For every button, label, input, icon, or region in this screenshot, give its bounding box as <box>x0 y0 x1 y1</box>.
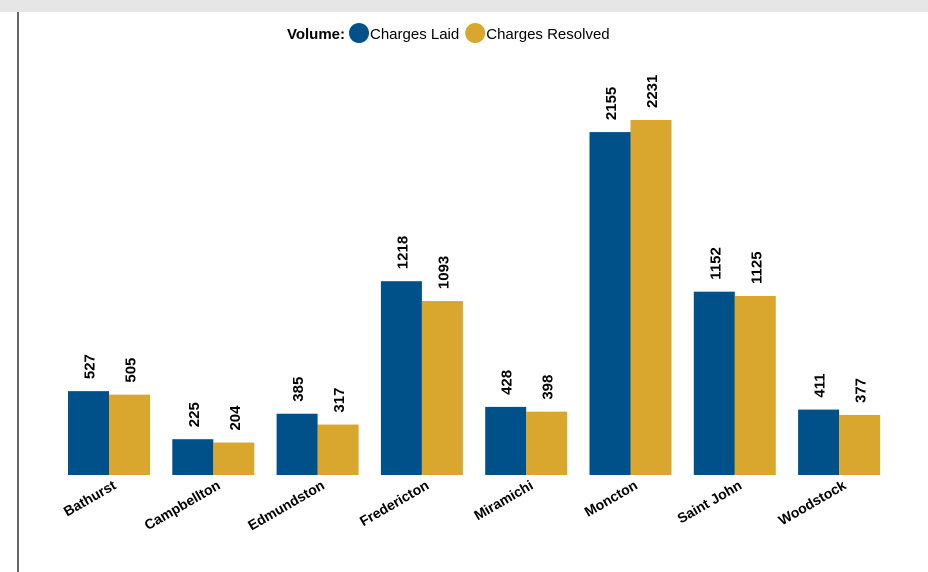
data-label: 398 <box>540 375 557 400</box>
x-tick-label: Miramichi <box>471 477 536 524</box>
legend: Charges Laid Charges Resolved <box>349 23 610 43</box>
bar <box>693 291 735 475</box>
legend-label: Charges Laid <box>370 26 459 43</box>
legend-swatch <box>349 23 369 43</box>
data-label: 2155 <box>603 87 620 120</box>
data-label: 505 <box>123 358 140 383</box>
bar <box>172 439 214 475</box>
legend-title: Volume: <box>287 26 345 43</box>
x-tick-label: Saint John <box>674 477 744 527</box>
data-label: 377 <box>853 378 870 403</box>
bar <box>798 409 840 475</box>
data-label: 2231 <box>644 75 661 108</box>
bar <box>526 411 568 475</box>
x-tick-label: Moncton <box>581 477 640 520</box>
legend-label: Charges Resolved <box>486 26 609 43</box>
data-label: 428 <box>499 370 516 395</box>
bar <box>68 391 109 475</box>
bar <box>485 406 527 475</box>
x-tick-label: Fredericton <box>357 477 432 529</box>
data-label: 1152 <box>707 247 724 280</box>
data-label: 204 <box>227 405 244 431</box>
x-tick-label: Campbellton <box>141 477 222 533</box>
x-tick-label: Woodstock <box>775 477 848 529</box>
top-band <box>0 0 928 12</box>
data-label: 225 <box>186 402 203 427</box>
bar <box>109 394 150 475</box>
data-label: 1218 <box>394 236 411 269</box>
x-tick-label: Edmundston <box>245 477 327 534</box>
bar <box>421 301 463 475</box>
bar <box>317 424 359 475</box>
data-label: 317 <box>331 388 348 413</box>
data-label: 411 <box>812 373 829 397</box>
data-label: 1125 <box>748 251 765 284</box>
x-tick-label: Bathurst <box>61 477 119 520</box>
bar <box>630 120 672 475</box>
legend-swatch <box>465 23 486 43</box>
data-label: 385 <box>290 377 307 402</box>
bar <box>276 413 318 475</box>
bar <box>213 442 255 475</box>
bar <box>380 281 422 475</box>
bar <box>734 295 776 475</box>
data-label: 527 <box>82 354 99 379</box>
bar <box>589 132 631 475</box>
data-label: 1093 <box>435 256 452 289</box>
plot: 527 505 Bathurst 225 204 Campbellton 385 317 Edm… <box>61 75 881 534</box>
bar <box>839 415 881 475</box>
